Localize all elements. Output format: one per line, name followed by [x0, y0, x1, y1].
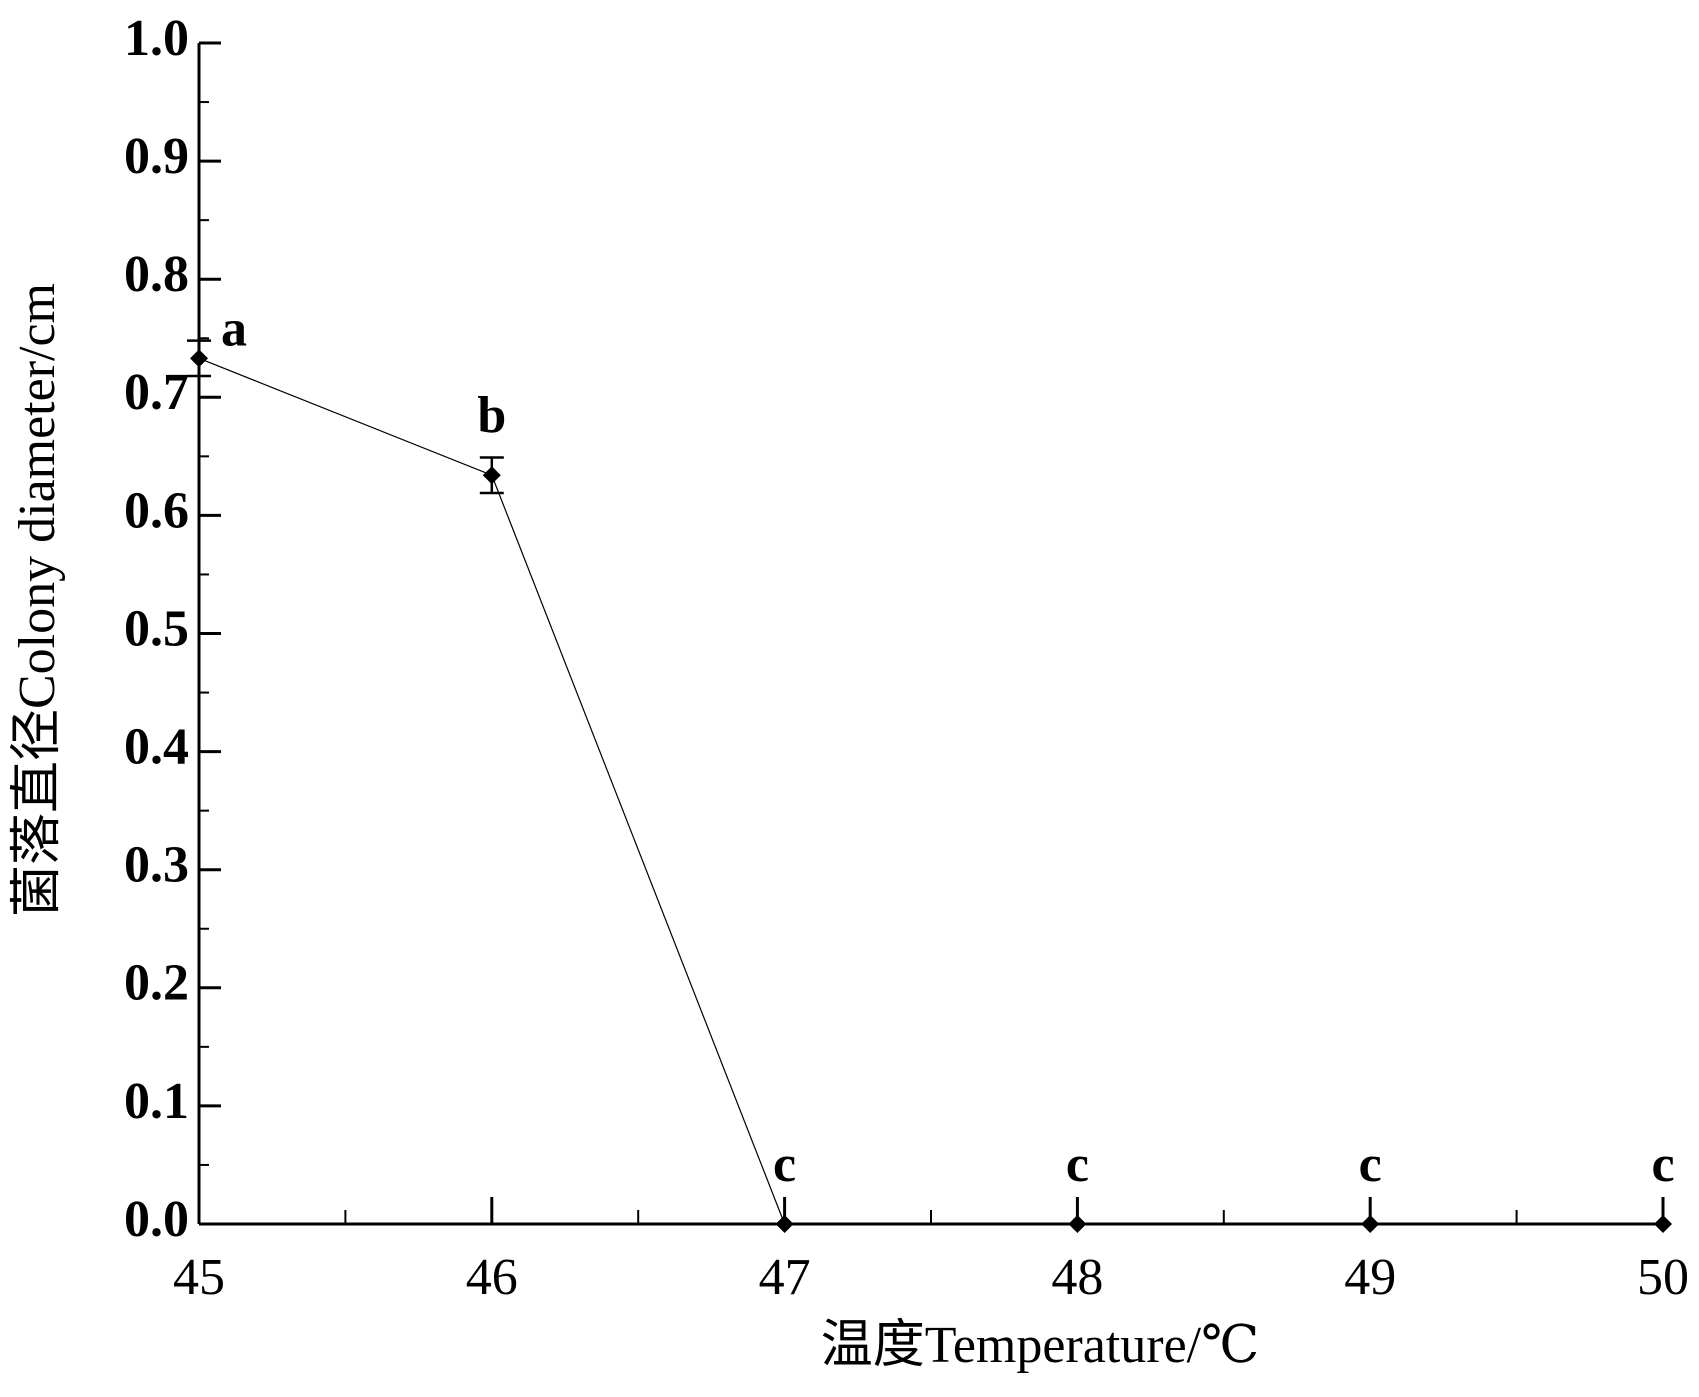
y-tick-label: 0.3 [124, 837, 189, 894]
y-axis-title: 菌落直径Colony diameter/cm [9, 283, 66, 917]
significance-label: c [1359, 1136, 1382, 1193]
y-tick-label: 0.5 [124, 600, 189, 657]
line [198, 357, 1663, 1225]
marker [775, 1215, 794, 1233]
y-tick-label: 0.0 [124, 1191, 189, 1248]
significance-label: c [773, 1136, 796, 1193]
x-tick-label: 46 [466, 1249, 518, 1306]
y-tick-label: 1.0 [124, 10, 189, 67]
x-tick-label: 50 [1637, 1249, 1689, 1306]
y-tick-label: 0.8 [124, 246, 189, 303]
x-tick-label: 47 [759, 1249, 811, 1306]
marker [1361, 1215, 1380, 1233]
significance-label: c [1066, 1136, 1089, 1193]
y-tick-label: 0.7 [124, 364, 189, 421]
x-tick-label: 48 [1051, 1249, 1103, 1306]
y-tick-label: 0.9 [124, 128, 189, 185]
x-tick-label: 49 [1344, 1249, 1396, 1306]
x-axis-title: 温度Temperature/℃ [821, 1317, 1260, 1374]
y-tick-label: 0.6 [124, 482, 189, 539]
significance-label: c [1651, 1136, 1674, 1193]
marker [482, 466, 501, 485]
marker [1654, 1215, 1672, 1233]
y-tick-label: 0.2 [124, 955, 189, 1012]
y-tick-label: 0.4 [124, 719, 189, 776]
significance-label: b [477, 387, 506, 444]
x-tick-label: 45 [173, 1249, 225, 1306]
marker [1068, 1215, 1087, 1233]
significance-label: a [221, 300, 247, 357]
marker [190, 349, 208, 368]
y-tick-label: 0.1 [124, 1073, 189, 1130]
